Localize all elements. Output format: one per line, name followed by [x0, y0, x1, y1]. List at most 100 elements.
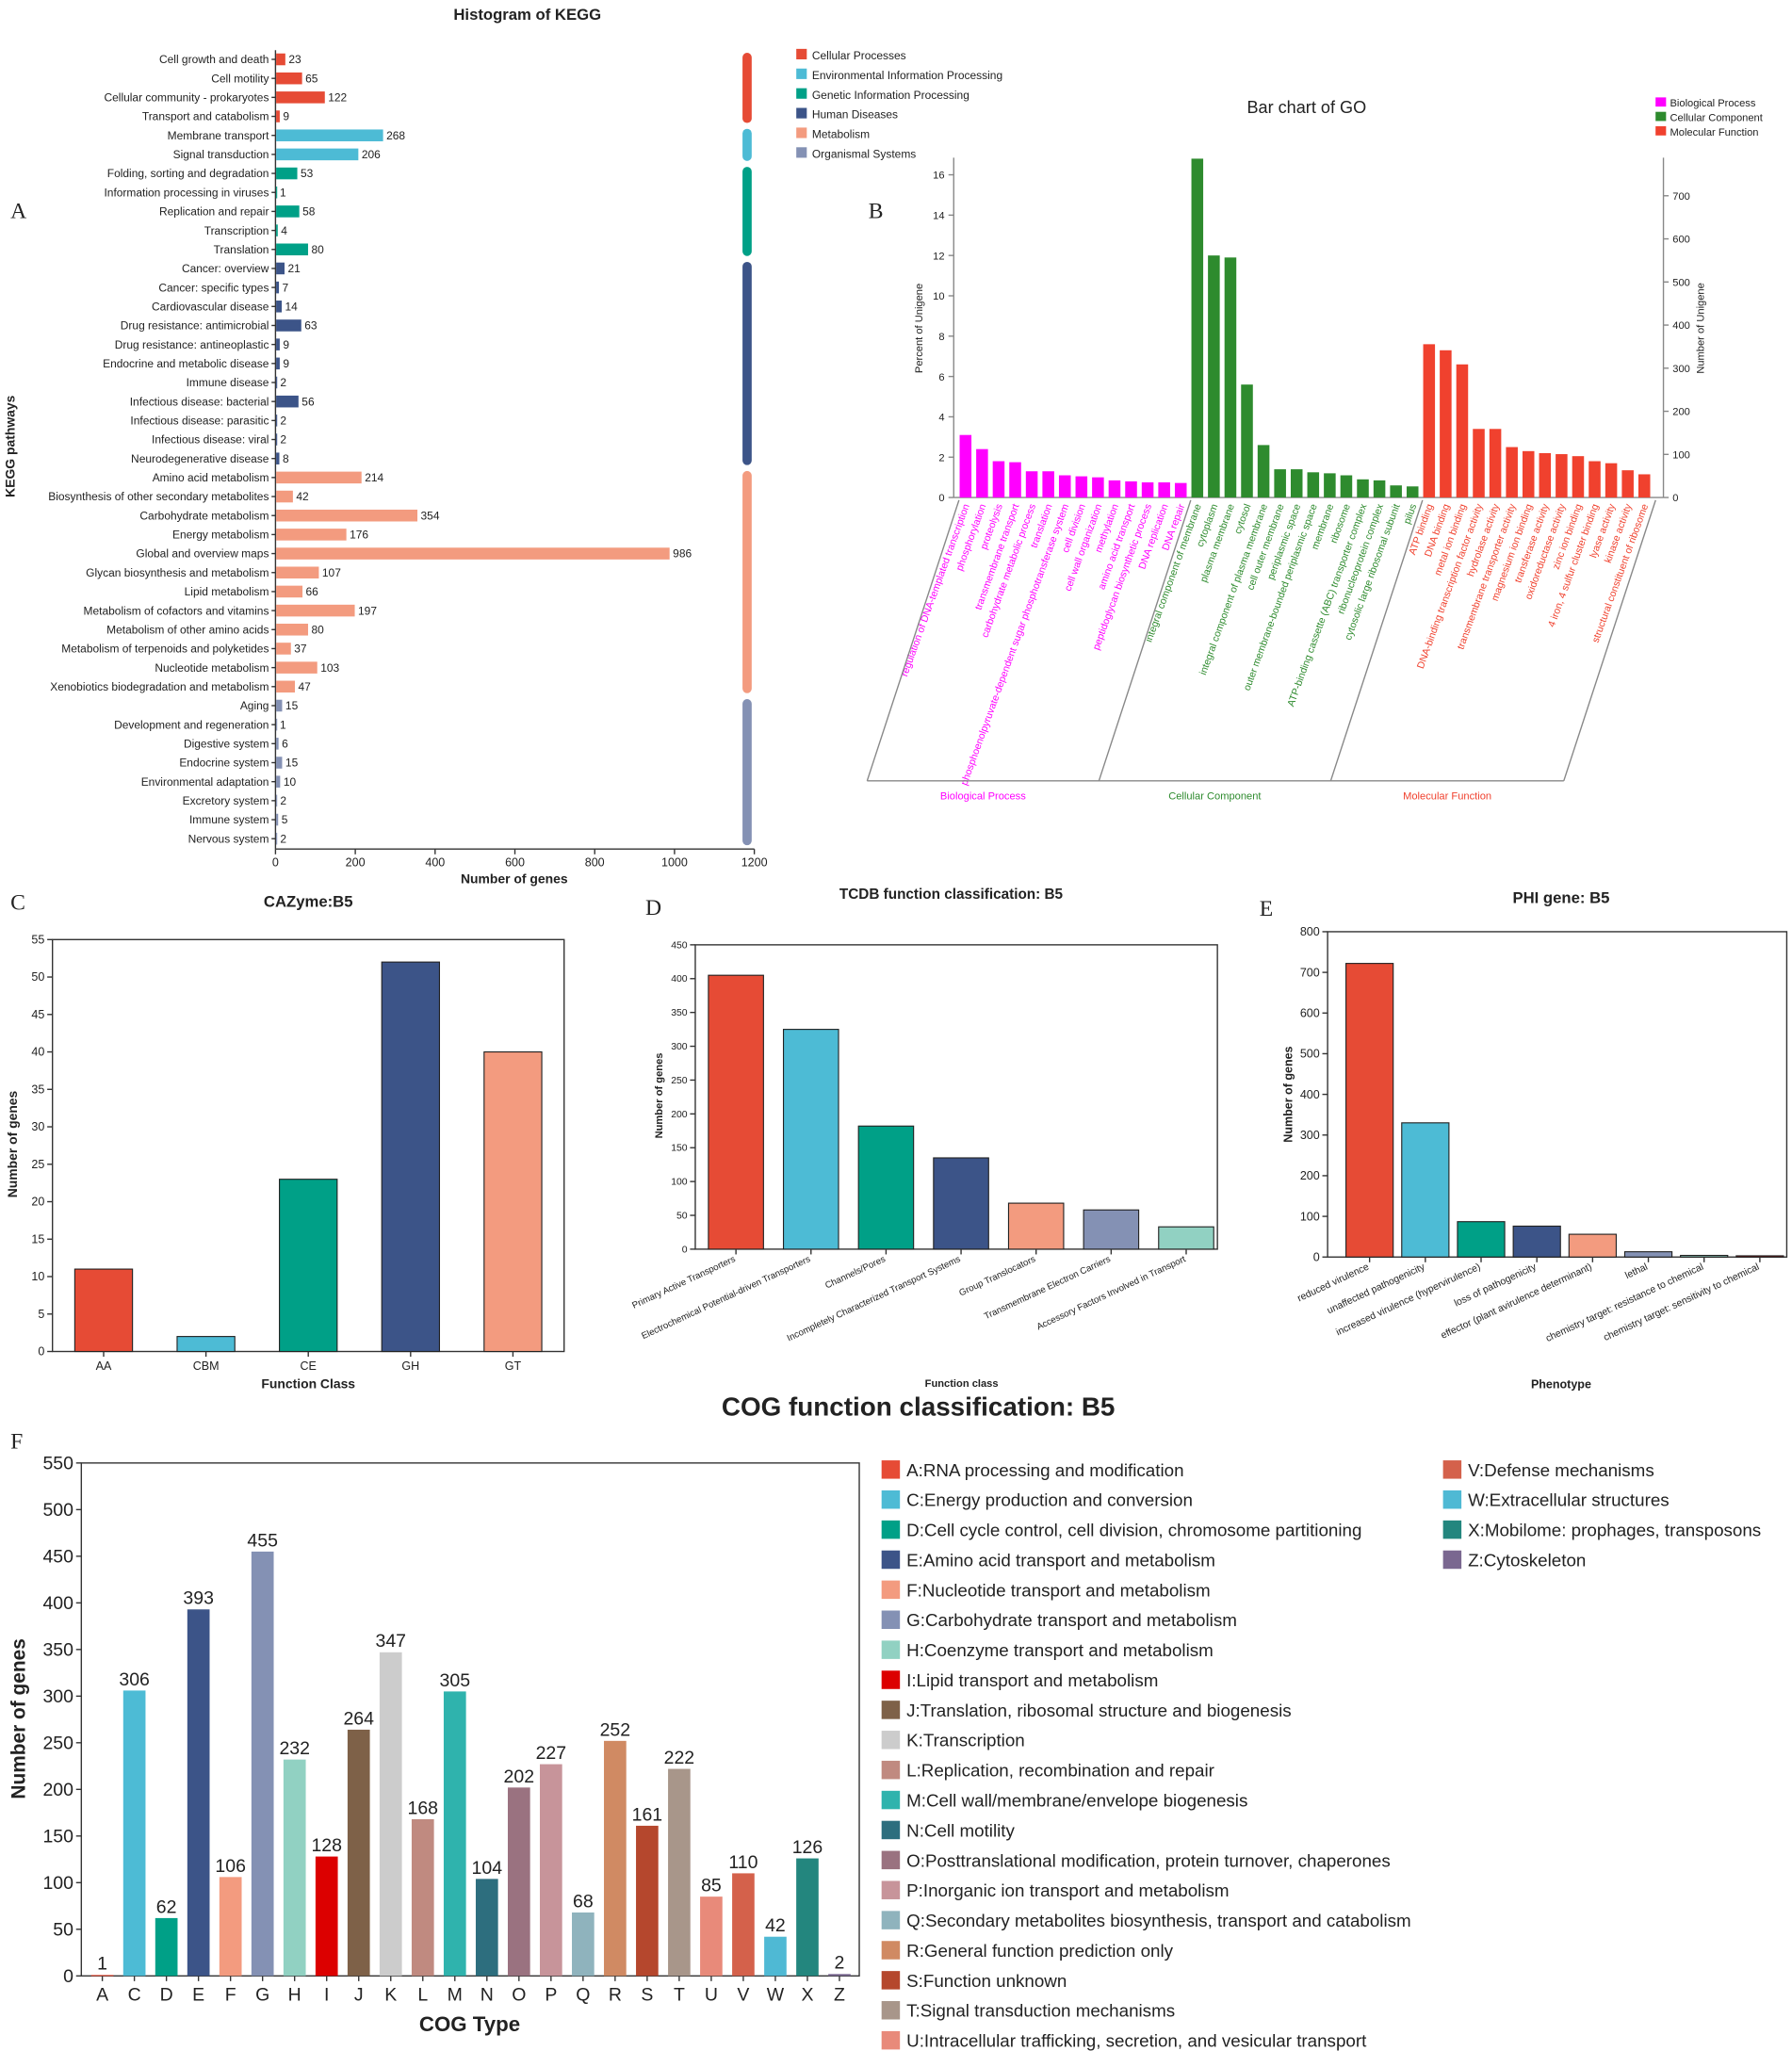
phi-y-tick-label: 600: [1300, 1006, 1320, 1019]
kegg-category-label: Drug resistance: antimicrobial: [121, 319, 269, 333]
kegg-bar: [276, 395, 299, 408]
cog-y-tick-label: 500: [42, 1500, 73, 1521]
kegg-bar: [276, 338, 280, 350]
cog-legend-swatch: [881, 1640, 901, 1659]
kegg-legend-label: Genetic Information Processing: [812, 89, 969, 102]
kegg-category-label: Cell growth and death: [159, 53, 269, 66]
cog-category-label: T: [674, 1985, 685, 2006]
kegg-x-tick-label: 1000: [661, 855, 688, 869]
cog-legend-swatch: [881, 1520, 901, 1539]
kegg-bar: [276, 509, 418, 522]
cazyme-category-label: GT: [505, 1359, 522, 1373]
tcdb-category-label: Channels/Pores: [823, 1254, 888, 1291]
cog-value-label: 85: [701, 1876, 722, 1896]
cog-value-label: 1: [97, 1954, 107, 1975]
go-bar: [976, 448, 988, 498]
kegg-category-label: Membrane transport: [168, 129, 269, 142]
go-bar: [1208, 255, 1220, 498]
cog-value-label: 2: [835, 1953, 845, 1974]
go-bar: [1572, 456, 1585, 498]
cog-category-label: G: [255, 1985, 269, 2006]
go-bar: [1307, 472, 1320, 498]
cog-y-tick-label: 200: [42, 1780, 73, 1800]
kegg-category-label: Metabolism of terpenoids and polyketides: [61, 643, 269, 656]
kegg-bar: [276, 490, 293, 503]
cog-category-label: Z: [834, 1985, 845, 2006]
cog-y-tick-label: 100: [42, 1873, 73, 1894]
kegg-value-label: 8: [283, 452, 289, 465]
kegg-bar: [276, 262, 285, 275]
cog-category-label: R: [609, 1985, 622, 2006]
go-bar: [1108, 480, 1121, 498]
go-bar: [1473, 429, 1485, 498]
cog-value-label: 106: [215, 1856, 246, 1877]
go-bar: [1588, 461, 1601, 498]
kegg-category-label: Infectious disease: viral: [152, 433, 269, 447]
cog-xlabel: COG Type: [419, 2012, 520, 2036]
go-group-separator: [1098, 499, 1192, 782]
phi-y-tick-label: 400: [1300, 1088, 1320, 1101]
cog-legend-swatch: [881, 1880, 901, 1899]
kegg-bar: [276, 529, 347, 541]
cog-value-label: 202: [504, 1766, 535, 1787]
phi-y-tick-label: 800: [1300, 925, 1320, 938]
go-title: Bar chart of GO: [1246, 98, 1366, 117]
kegg-bar: [276, 91, 325, 104]
panel-label-d: D: [645, 896, 661, 920]
kegg-bar: [276, 738, 279, 750]
go-bar: [1605, 463, 1618, 498]
kegg-bar: [276, 775, 281, 788]
cog-legend-swatch: [881, 1760, 901, 1780]
go-left-tick-label: 2: [938, 452, 944, 464]
cazyme-bar: [73, 1268, 134, 1353]
phi-category-label: lethal: [1624, 1262, 1650, 1282]
kegg-value-label: 2: [280, 832, 286, 845]
kegg-bar: [276, 585, 303, 598]
go-bar: [1042, 471, 1054, 498]
kegg-category-label: Development and regeneration: [114, 718, 269, 731]
kegg-value-label: 42: [296, 490, 309, 503]
phi-ylabel: Number of genes: [1282, 1046, 1295, 1142]
go-right-tick-label: 100: [1672, 449, 1690, 461]
go-bar: [1489, 429, 1502, 498]
tcdb-y-tick-label: 300: [671, 1042, 688, 1052]
cog-legend-swatch: [1442, 1460, 1462, 1479]
go-right-tick-label: 700: [1672, 191, 1690, 203]
kegg-x-tick-label: 0: [272, 855, 279, 869]
cog-bar: [764, 1936, 787, 1977]
cog-category-label: Q: [576, 1985, 590, 2006]
kegg-category-label: Folding, sorting and degradation: [107, 167, 269, 180]
kegg-category-label: Cellular community - prokaryotes: [105, 91, 269, 105]
kegg-x-tick-label: 800: [585, 855, 605, 869]
kegg-bar: [276, 281, 280, 294]
cog-bar: [187, 1609, 210, 1977]
tcdb-y-tick-label: 450: [671, 940, 688, 951]
kegg-category-label: Cell motility: [211, 72, 269, 85]
kegg-category-label: Nucleotide metabolism: [155, 661, 269, 675]
cog-category-label: J: [354, 1985, 364, 2006]
cog-category-label: F: [225, 1985, 236, 2006]
kegg-group-bracket: [742, 261, 752, 465]
tcdb-bar: [933, 1157, 989, 1250]
kegg-category-label: Drug resistance: antineoplastic: [115, 338, 269, 351]
cog-ylabel: Number of genes: [8, 1638, 29, 1799]
kegg-legend-label: Human Diseases: [812, 108, 898, 122]
cog-legend-swatch: [1442, 1520, 1462, 1539]
kegg-title: Histogram of KEGG: [453, 6, 601, 24]
kegg-bar: [276, 624, 308, 636]
cog-category-label: E: [192, 1985, 204, 2006]
kegg-bar: [276, 148, 359, 161]
go-left-tick-label: 6: [938, 372, 944, 383]
kegg-bar: [276, 452, 280, 464]
go-group-label: Cellular Component: [1168, 790, 1262, 802]
go-bar: [1224, 257, 1237, 498]
kegg-group-bracket: [742, 167, 752, 256]
go-left-tick-label: 8: [938, 332, 944, 343]
phi-bar: [1512, 1225, 1561, 1258]
kegg-value-label: 66: [306, 585, 319, 598]
cog-category-label: I: [324, 1985, 329, 2006]
go-bar: [1009, 462, 1021, 498]
cog-value-label: 393: [183, 1588, 214, 1609]
cog-legend-label: R:General function prediction only: [906, 1941, 1174, 1961]
